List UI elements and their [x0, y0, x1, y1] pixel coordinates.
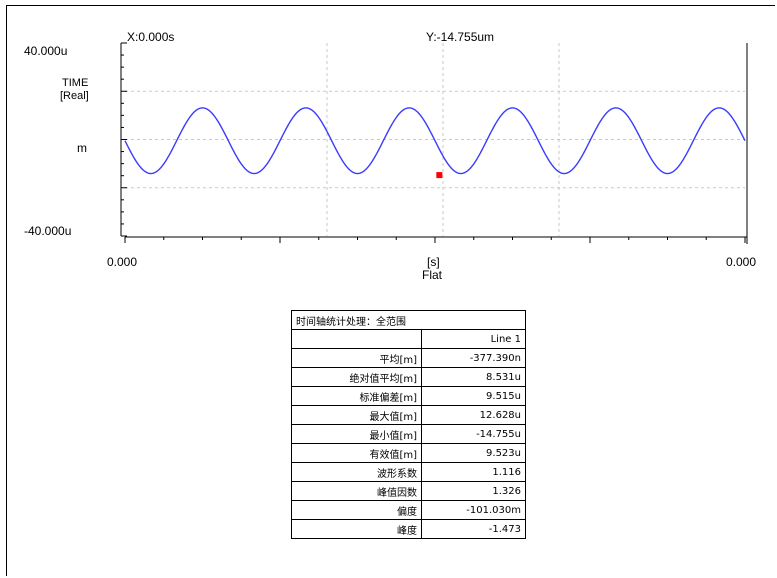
stats-value: 9.523u	[421, 443, 526, 463]
stats-label: 平均[m]	[291, 348, 422, 368]
stats-value: -377.390n	[421, 348, 526, 368]
table-row: 时间轴统计处理：全范围	[291, 310, 526, 330]
stats-value: -1.473	[421, 519, 526, 539]
x-axis-window-label: Flat	[422, 268, 443, 282]
table-row: 峰值因数 1.326	[291, 481, 526, 501]
statistics-table: 时间轴统计处理：全范围 Line 1 平均[m] -377.390n 绝对值平均[m] 8…	[291, 310, 526, 539]
stats-value: -14.755u	[421, 424, 526, 444]
table-row: 平均[m] -377.390n	[291, 348, 526, 368]
y-axis-unit: m	[77, 141, 87, 155]
table-row: 绝对值平均[m] 8.531u	[291, 367, 526, 387]
stats-value: 1.326	[421, 481, 526, 501]
y-axis-max-label: 40.000u	[24, 44, 68, 58]
stats-label: 标准偏差[m]	[291, 386, 422, 406]
stats-label: 有效值[m]	[291, 443, 422, 463]
table-row: 有效值[m] 9.523u	[291, 443, 526, 463]
stats-label: 波形系数	[291, 462, 422, 482]
plot-axes	[120, 42, 748, 244]
y-axis-title: TIME	[62, 77, 89, 89]
table-row: 最小值[m] -14.755u	[291, 424, 526, 444]
x-axis-unit: [s]	[427, 255, 440, 269]
stats-label: 峰值因数	[291, 481, 422, 501]
stats-column-header: Line 1	[421, 329, 526, 349]
x-axis-end-label: 0.000	[726, 255, 757, 269]
table-row: 偏度 -101.030m	[291, 500, 526, 520]
cursor-x-readout: X:0.000s	[127, 30, 175, 44]
stats-value: 8.531u	[421, 367, 526, 387]
stats-label: 最小值[m]	[291, 424, 422, 444]
cursor-marker[interactable]	[436, 172, 443, 179]
stats-value: -101.030m	[421, 500, 526, 520]
stats-label: 偏度	[291, 500, 422, 520]
table-row: 峰度 -1.473	[291, 519, 526, 539]
x-axis-start-label: 0.000	[107, 255, 138, 269]
table-row: Line 1	[291, 329, 526, 349]
table-row: 标准偏差[m] 9.515u	[291, 386, 526, 406]
stats-title: 时间轴统计处理：全范围	[291, 310, 526, 330]
stats-value: 9.515u	[421, 386, 526, 406]
table-row: 波形系数 1.116	[291, 462, 526, 482]
waveform-trace	[124, 107, 746, 175]
window-frame	[6, 5, 775, 576]
stats-value: 1.116	[421, 462, 526, 482]
y-axis-min-label: -40.000u	[24, 224, 72, 238]
stats-header-blank	[291, 329, 422, 349]
stats-label: 峰度	[291, 519, 422, 539]
stats-label: 最大值[m]	[291, 405, 422, 425]
stats-label: 绝对值平均[m]	[291, 367, 422, 387]
cursor-y-readout: Y:-14.755um	[426, 30, 495, 44]
stats-value: 12.628u	[421, 405, 526, 425]
table-row: 最大值[m] 12.628u	[291, 405, 526, 425]
y-axis-subtitle: [Real]	[60, 90, 89, 102]
